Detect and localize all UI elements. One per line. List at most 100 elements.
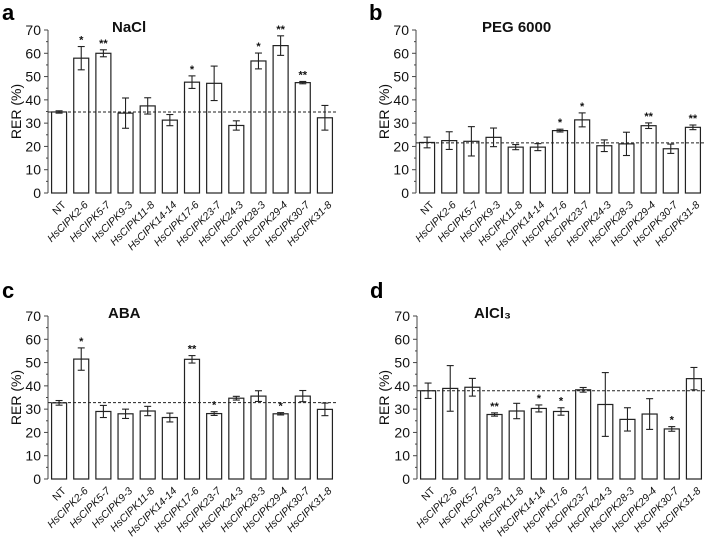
- bar-HsCIPK17-6: [183, 81, 201, 194]
- bar-HsCIPK24-3: [596, 145, 613, 194]
- error-bar-HsCIPK14-14: [166, 113, 174, 127]
- y-tick-label: 30: [25, 115, 41, 131]
- y-tick-label: 50: [394, 355, 410, 371]
- significance-mark: **: [276, 24, 285, 36]
- bar-HsCIPK31-8: [685, 378, 703, 480]
- error-bar-HsCIPK23-7: [210, 65, 218, 102]
- y-tick-label: 30: [394, 401, 410, 417]
- bar-HsCIPK5-7: [95, 52, 112, 194]
- panel-letter: c: [2, 278, 14, 303]
- error-bar-HsCIPK9-3: [122, 408, 130, 420]
- error-bar-HsCIPK29-4: [645, 122, 653, 130]
- y-tick-label: 40: [25, 378, 41, 394]
- significance-mark: *: [537, 393, 542, 405]
- error-bar-HsCIPK23-7: [578, 112, 586, 128]
- significance-mark: *: [190, 64, 195, 76]
- y-tick-label: 40: [393, 92, 409, 108]
- significance-mark: *: [558, 117, 563, 129]
- y-tick-label: 70: [393, 22, 409, 38]
- bar-HsCIPK5-7: [464, 386, 481, 480]
- y-tick-label: 0: [33, 185, 41, 201]
- significance-mark: *: [580, 101, 585, 113]
- y-tick-label: 0: [402, 471, 410, 487]
- error-bar-HsCIPK2-6: [446, 365, 454, 412]
- error-bar-HsCIPK28-3: [622, 131, 630, 157]
- y-axis-label: RER (%): [8, 370, 24, 425]
- y-tick-label: 60: [394, 331, 410, 347]
- panel-title: ABA: [108, 305, 141, 322]
- y-tick-label: 70: [394, 308, 410, 324]
- bar-HsCIPK9-3: [117, 413, 134, 480]
- y-axis-label: RER (%): [376, 84, 392, 139]
- bar-NT: [50, 111, 68, 194]
- bar-HsCIPK11-8: [139, 105, 156, 194]
- error-bar-HsCIPK2-6: [445, 131, 453, 151]
- error-bar-HsCIPK23-7: [210, 411, 218, 416]
- y-tick-label: 10: [25, 448, 41, 464]
- y-axis-label: RER (%): [8, 84, 24, 139]
- bar-HsCIPK29-4: [640, 125, 657, 194]
- significance-mark: *: [79, 35, 84, 47]
- error-bar-HsCIPK17-6: [557, 407, 565, 416]
- y-tick-label: 50: [393, 69, 409, 85]
- significance-mark: *: [212, 400, 217, 412]
- bar-HsCIPK14-14: [161, 416, 178, 480]
- error-bar-HsCIPK24-3: [232, 120, 240, 131]
- y-tick-label: 30: [393, 115, 409, 131]
- error-bar-HsCIPK23-7: [579, 386, 587, 393]
- significance-mark: **: [298, 69, 307, 81]
- bar-HsCIPK9-3: [486, 413, 503, 480]
- bar-HsCIPK23-7: [206, 412, 223, 480]
- bar-HsCIPK31-8: [684, 126, 702, 194]
- error-bar-HsCIPK24-3: [601, 372, 609, 437]
- bar-HsCIPK14-14: [530, 407, 547, 480]
- significance-mark: *: [278, 401, 283, 413]
- y-axis-label: RER (%): [376, 370, 392, 425]
- bar-HsCIPK11-8: [507, 146, 524, 194]
- bar-HsCIPK30-7: [663, 428, 680, 480]
- bar-HsCIPK30-7: [294, 82, 311, 194]
- significance-mark: **: [99, 38, 108, 50]
- y-tick-label: 50: [25, 355, 41, 371]
- bar-HsCIPK2-6: [73, 57, 90, 194]
- panel-title: AlCl₃: [474, 305, 511, 322]
- error-bar-HsCIPK14-14: [535, 404, 543, 413]
- bar-HsCIPK11-8: [139, 410, 156, 480]
- error-bar-HsCIPK5-7: [467, 126, 475, 157]
- error-bar-HsCIPK2-6: [77, 45, 85, 71]
- bar-NT: [50, 402, 68, 480]
- error-bar-HsCIPK29-4: [277, 412, 285, 416]
- y-tick-label: 10: [393, 162, 409, 178]
- y-tick-label: 70: [25, 22, 41, 38]
- y-tick-label: 70: [25, 308, 41, 324]
- significance-mark: **: [644, 111, 653, 123]
- significance-mark: *: [559, 396, 564, 408]
- significance-mark: *: [79, 336, 84, 348]
- bar-HsCIPK14-14: [529, 146, 546, 194]
- error-bar-HsCIPK17-6: [188, 355, 196, 364]
- error-bar-HsCIPK5-7: [99, 49, 107, 58]
- significance-mark: *: [670, 415, 675, 427]
- bar-NT: [419, 390, 437, 480]
- error-bar-HsCIPK5-7: [468, 377, 476, 397]
- bar-HsCIPK11-8: [508, 410, 525, 480]
- error-bar-HsCIPK9-3: [490, 127, 498, 148]
- y-tick-label: 10: [25, 162, 41, 178]
- error-bar-HsCIPK11-8: [512, 144, 520, 151]
- y-tick-label: 50: [25, 69, 41, 85]
- y-tick-label: 60: [25, 331, 41, 347]
- y-tick-label: 20: [25, 424, 41, 440]
- error-bar-HsCIPK11-8: [513, 402, 521, 420]
- bar-HsCIPK29-4: [272, 45, 289, 194]
- bar-HsCIPK29-4: [272, 413, 289, 480]
- error-bar-HsCIPK11-8: [144, 405, 152, 417]
- error-bar-HsCIPK30-7: [667, 143, 675, 154]
- y-tick-label: 0: [33, 471, 41, 487]
- error-bar-HsCIPK28-3: [623, 407, 631, 432]
- bar-HsCIPK2-6: [73, 358, 90, 480]
- error-bar-HsCIPK28-3: [254, 390, 262, 403]
